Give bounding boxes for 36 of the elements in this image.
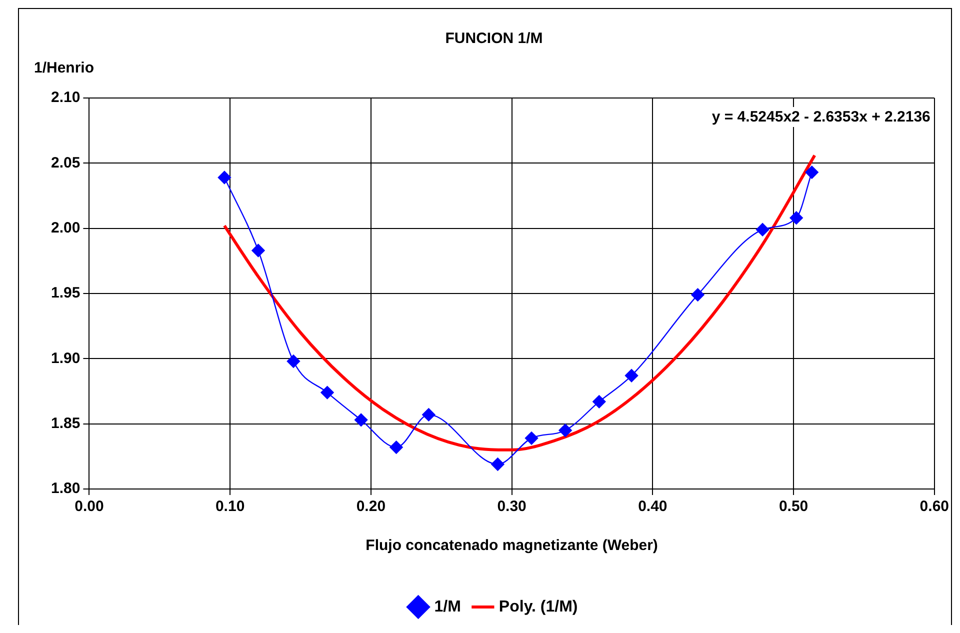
x-tick-label: 0.30: [497, 498, 526, 516]
point: [252, 244, 265, 258]
point: [558, 424, 572, 437]
chart-title: FUNCION 1/M: [445, 30, 543, 48]
y-tick-label: 1.80: [50, 480, 80, 498]
point: [286, 354, 300, 368]
x-tick-label: 0.20: [356, 498, 386, 516]
point: [491, 458, 504, 471]
point: [354, 413, 368, 427]
point: [756, 223, 770, 236]
x-tick-label: 0.40: [638, 498, 668, 516]
x-tick-label: 0.60: [920, 498, 950, 516]
y-tick-label: 1.85: [50, 414, 80, 432]
annotation: y = 4.5245x2 - 2.6353x + 2.2136: [712, 108, 930, 126]
point: [592, 395, 606, 408]
point: [422, 408, 436, 422]
point: [691, 288, 704, 302]
legend-label: Poly. (1/M): [498, 598, 578, 616]
point: [218, 170, 232, 184]
point: [805, 166, 818, 179]
x-tick-label: 0.50: [778, 498, 808, 516]
x-axis-title: Flujo concatenado magnetizante (Weber): [366, 537, 658, 554]
y-tick-label: 2.00: [50, 219, 80, 236]
point: [524, 432, 538, 445]
point: [320, 386, 334, 400]
point: [390, 440, 403, 454]
y-axis-title: 1/Henrio: [34, 60, 94, 77]
x-tick-label: 0.10: [215, 498, 245, 516]
point: [790, 211, 803, 225]
y-tick-label: 2.05: [50, 154, 80, 172]
point: [624, 369, 638, 382]
y-tick-label: 2.10: [50, 89, 80, 106]
legend-label: 1/M: [434, 598, 461, 616]
x-tick-label: 0.00: [74, 498, 104, 516]
y-tick-label: 1.90: [50, 350, 80, 367]
y-tick-label: 1.95: [50, 284, 80, 302]
